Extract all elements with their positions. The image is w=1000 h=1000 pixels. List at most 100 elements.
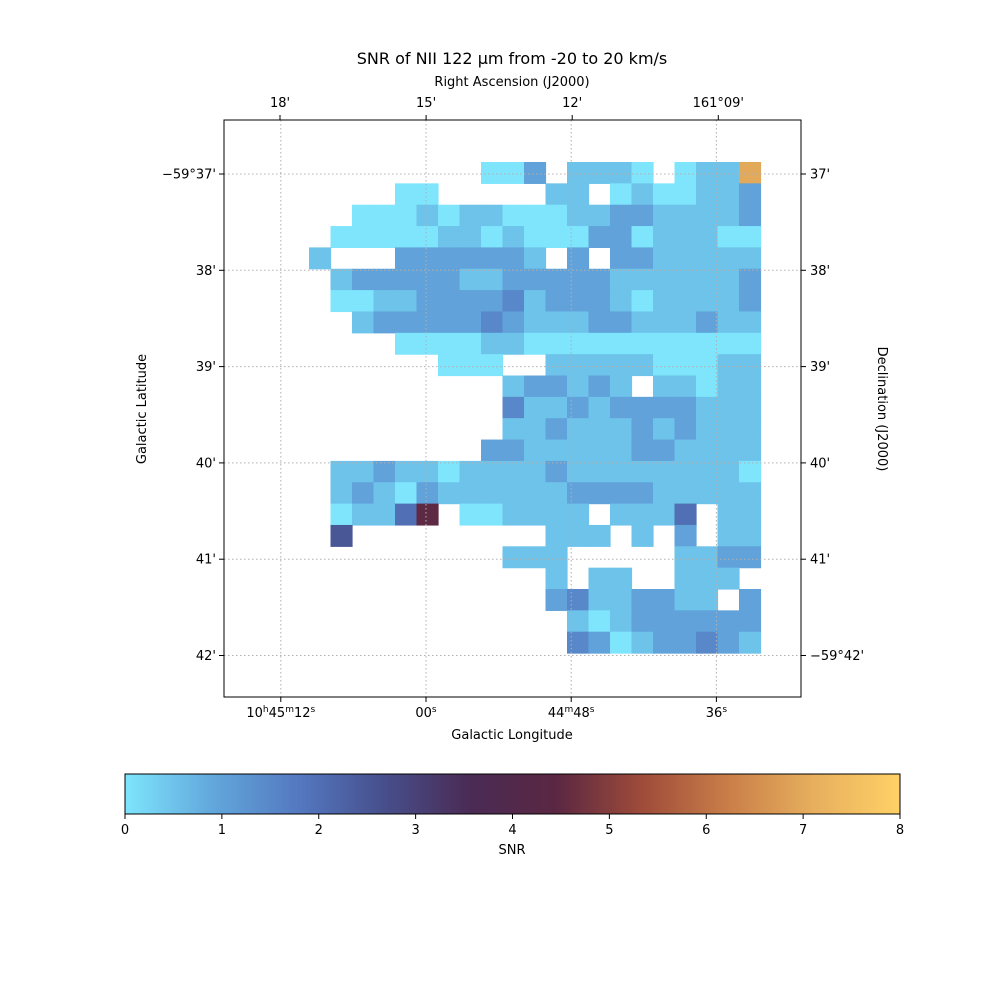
- heatmap-cell: [674, 183, 697, 206]
- heatmap-cell: [481, 290, 504, 313]
- heatmap-cell: [416, 503, 439, 526]
- heatmap-cell: [696, 226, 719, 248]
- heatmap-cell: [653, 631, 676, 654]
- heatmap-cell: [352, 503, 375, 526]
- heatmap-cell: [674, 567, 697, 590]
- heatmap-cell: [653, 589, 676, 611]
- heatmap-cell: [545, 311, 568, 334]
- heatmap-cell: [696, 332, 719, 355]
- heatmap-cell: [717, 439, 740, 462]
- bottom-tick-label: 10h45m12s: [246, 705, 315, 721]
- heatmap-cell: [739, 631, 762, 654]
- heatmap-cell: [610, 418, 633, 441]
- heatmap-cell: [653, 396, 676, 419]
- heatmap-cell: [459, 268, 482, 291]
- heatmap-cell: [395, 311, 418, 334]
- heatmap-cell: [674, 268, 697, 291]
- top-tick-label: 18': [270, 96, 290, 111]
- heatmap-cell: [717, 162, 740, 184]
- heatmap-cell: [502, 482, 525, 505]
- right-tick-label: 40': [810, 456, 830, 471]
- heatmap-cell: [309, 247, 332, 270]
- heatmap-cell: [567, 162, 590, 184]
- heatmap-cell: [674, 439, 697, 462]
- right-axis-label: Declination (J2000): [874, 347, 889, 472]
- heatmap-cell: [352, 460, 375, 483]
- bottom-tick-label: 00s: [415, 705, 437, 721]
- heatmap-cell: [459, 482, 482, 505]
- heatmap-cell: [653, 418, 676, 441]
- heatmap-cell: [459, 460, 482, 483]
- heatmap-cell: [524, 311, 547, 334]
- heatmap-cell: [395, 290, 418, 313]
- heatmap-cell: [459, 503, 482, 526]
- heatmap-cell: [438, 204, 461, 227]
- heatmap-cell: [631, 247, 654, 270]
- heatmap-cell: [373, 460, 396, 483]
- heatmap-cell: [416, 268, 439, 291]
- heatmap-cell: [696, 247, 719, 270]
- heatmap-cell: [567, 418, 590, 441]
- heatmap-cell: [674, 332, 697, 355]
- heatmap-cell: [674, 396, 697, 419]
- heatmap-cell: [631, 204, 654, 227]
- heatmap-cell: [631, 503, 654, 526]
- heatmap-cell: [567, 247, 590, 270]
- heatmap-cell: [545, 524, 568, 547]
- heatmap-cell: [588, 162, 611, 184]
- heatmap-cell: [481, 162, 504, 184]
- heatmap-cell: [395, 482, 418, 505]
- heatmap-cell: [416, 247, 439, 270]
- heatmap-cell: [567, 503, 590, 526]
- right-tick-label: −59°42': [810, 649, 864, 664]
- colorbar-tick-label: 0: [121, 823, 129, 838]
- heatmap-cell: [588, 439, 611, 462]
- heatmap-cell: [395, 204, 418, 227]
- heatmap-cell: [696, 418, 719, 441]
- heatmap-cell: [696, 610, 719, 633]
- heatmap-cell: [696, 204, 719, 227]
- heatmap-cell: [610, 631, 633, 654]
- colorbar-label: SNR: [498, 843, 525, 858]
- heatmap-cell: [330, 524, 353, 547]
- heatmap-cell: [653, 311, 676, 334]
- heatmap-cell: [438, 354, 461, 377]
- heatmap-cell: [610, 375, 633, 398]
- heatmap-cell: [567, 589, 590, 611]
- heatmap-cell: [631, 610, 654, 633]
- heatmap-cell: [395, 503, 418, 526]
- heatmap-cell: [545, 183, 568, 206]
- heatmap-cell: [696, 631, 719, 654]
- heatmap-cell: [653, 247, 676, 270]
- heatmap-cell: [481, 439, 504, 462]
- heatmap-cell: [524, 439, 547, 462]
- heatmap-cell: [567, 375, 590, 398]
- heatmap-cell: [717, 375, 740, 398]
- right-tick-label: 37': [810, 168, 830, 183]
- heatmap-cell: [696, 162, 719, 184]
- heatmap-cell: [739, 162, 762, 184]
- heatmap-cell: [717, 460, 740, 483]
- left-tick-label: −59°37': [162, 168, 216, 183]
- colorbar-tick-label: 1: [218, 823, 226, 838]
- heatmap-cell: [373, 503, 396, 526]
- heatmap-cell: [373, 204, 396, 227]
- heatmap-cell: [653, 204, 676, 227]
- heatmap-cell: [502, 268, 525, 291]
- heatmap-cell: [717, 354, 740, 377]
- heatmap-cell: [610, 460, 633, 483]
- heatmap-cell: [696, 375, 719, 398]
- heatmap-cell: [696, 482, 719, 505]
- heatmap-cell: [438, 460, 461, 483]
- heatmap-cell: [416, 460, 439, 483]
- heatmap-cell: [674, 311, 697, 334]
- heatmap-cell: [373, 226, 396, 248]
- heatmap-cell: [631, 354, 654, 377]
- colorbar-ticks: 0 1 2 3 4 5 6 7 8: [121, 814, 904, 838]
- heatmap-cell: [653, 610, 676, 633]
- heatmap-cell: [395, 268, 418, 291]
- heatmap-cell: [588, 418, 611, 441]
- heatmap-cell: [545, 503, 568, 526]
- heatmap-cell: [395, 460, 418, 483]
